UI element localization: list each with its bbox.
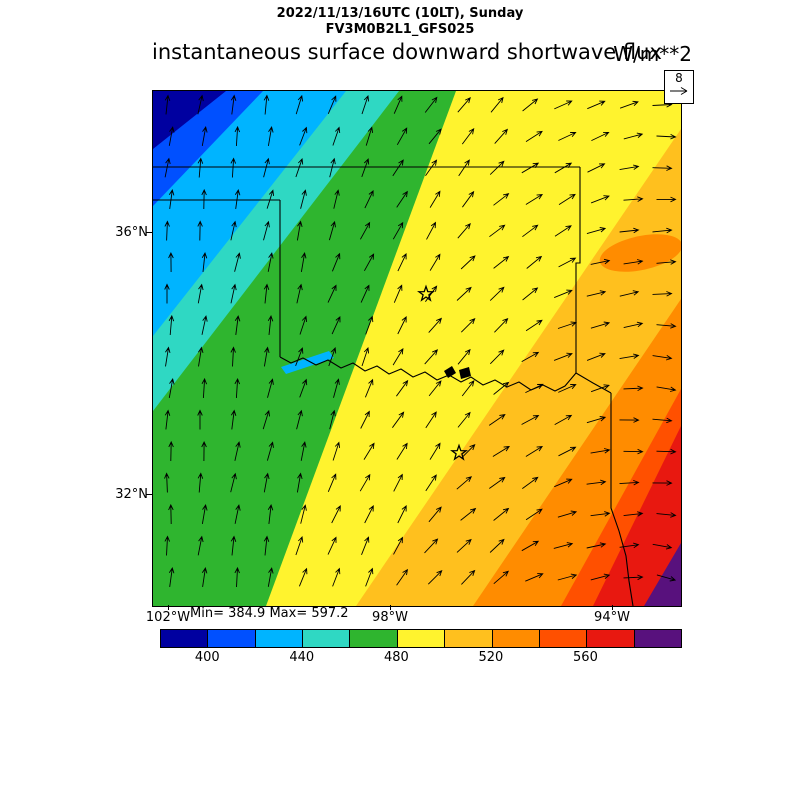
colorbar-segment bbox=[208, 630, 256, 647]
station-star-markers bbox=[417, 284, 468, 461]
plot-title: instantaneous surface downward shortwave… bbox=[152, 40, 662, 64]
colorbar-segment bbox=[539, 630, 588, 647]
axis-tick bbox=[146, 232, 152, 233]
reference-arrow-icon bbox=[670, 87, 688, 95]
contour-bands bbox=[153, 91, 681, 606]
colorbar bbox=[160, 629, 682, 648]
minmax-label: Min= 384.9 Max= 597.2 bbox=[190, 606, 349, 621]
colorbar-segment bbox=[350, 630, 398, 647]
colorbar-tick-label: 480 bbox=[383, 650, 409, 665]
vector-reference-box: 8 bbox=[664, 70, 694, 104]
colorbar-segment bbox=[255, 630, 304, 647]
colorbar-tick-label: 400 bbox=[194, 650, 220, 665]
lon-label-94w: 94°W bbox=[594, 610, 630, 625]
colorbar-segment bbox=[161, 630, 209, 647]
colorbar-segment bbox=[492, 630, 540, 647]
lake-markers bbox=[444, 366, 471, 379]
colorbar-segment bbox=[445, 630, 493, 647]
colorbar-tick-label: 440 bbox=[289, 650, 315, 665]
wind-vectors bbox=[164, 94, 677, 588]
colorbar-tick-label: 560 bbox=[573, 650, 598, 665]
lon-label-102w: 102°W bbox=[145, 610, 191, 625]
axis-tick bbox=[390, 605, 391, 610]
lon-label-98w: 98°W bbox=[372, 610, 408, 625]
colorbar-segment bbox=[397, 630, 446, 647]
vector-reference-value: 8 bbox=[675, 71, 683, 85]
colorbar-segment bbox=[303, 630, 351, 647]
lat-label-32n: 32°N bbox=[115, 487, 148, 502]
units-label: W/m**2 bbox=[613, 42, 692, 66]
lat-label-36n: 36°N bbox=[115, 225, 148, 240]
axis-tick bbox=[168, 605, 169, 610]
colorbar-segment bbox=[587, 630, 635, 647]
model-title: FV3M0B2L1_GFS025 bbox=[325, 22, 475, 37]
axis-tick bbox=[612, 605, 613, 610]
map-canvas bbox=[153, 91, 681, 606]
datetime-title: 2022/11/13/16UTC (10LT), Sunday bbox=[276, 6, 524, 21]
colorbar-segment bbox=[634, 630, 681, 647]
colorbar-tick-label: 520 bbox=[478, 650, 504, 665]
axis-tick bbox=[146, 494, 152, 495]
map-plot bbox=[152, 90, 682, 607]
state-borders bbox=[153, 166, 634, 606]
